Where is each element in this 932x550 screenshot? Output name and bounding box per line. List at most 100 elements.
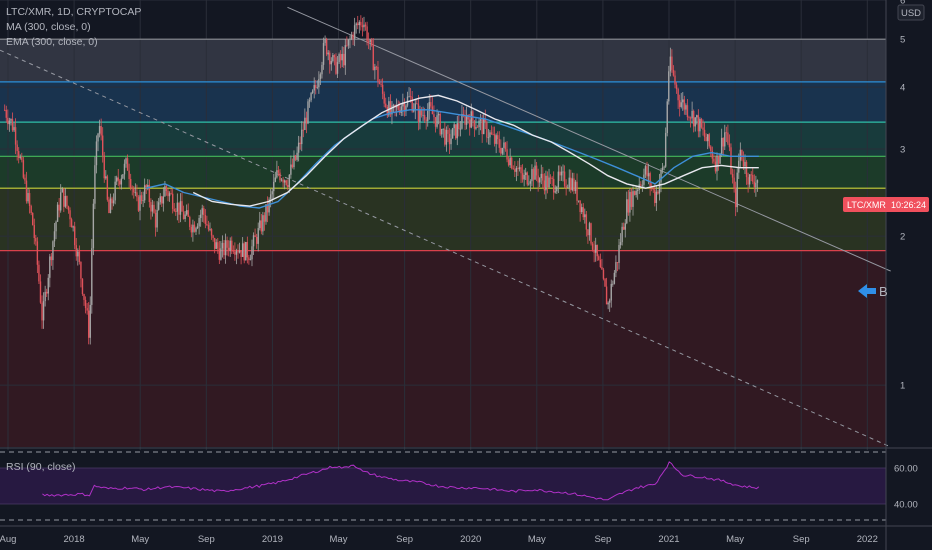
x-tick-label-10: 2021	[658, 534, 679, 545]
candle-body	[195, 228, 197, 232]
candle-body	[521, 173, 524, 180]
candle-body	[566, 187, 569, 189]
legend-symbol: LTC/XMR, 1D, CRYPTOCAP	[6, 6, 141, 18]
candle-body	[353, 25, 356, 39]
candle-body	[89, 304, 91, 338]
candle-body	[719, 153, 721, 164]
y-tick-label-2: 3	[900, 145, 905, 156]
candle-body	[285, 180, 287, 185]
candle-body	[747, 177, 749, 185]
candle-body	[647, 173, 650, 177]
candle-body	[730, 147, 732, 175]
candle-body	[189, 216, 191, 227]
candle-body	[598, 256, 600, 260]
candle-body	[703, 129, 706, 138]
legend-ma: MA (300, close, 0)	[6, 21, 91, 33]
candle-body	[161, 196, 163, 204]
candle-body	[94, 165, 96, 204]
candle-body	[11, 118, 14, 131]
candle-body	[319, 74, 322, 79]
candle-body	[652, 187, 654, 190]
candle-body	[246, 242, 249, 258]
candle-body	[511, 157, 513, 169]
candle-body	[349, 38, 351, 40]
candle-body	[532, 169, 535, 180]
candle-body	[428, 102, 430, 111]
candle-body	[495, 135, 497, 144]
candle-body	[507, 159, 510, 166]
candle-body	[73, 226, 76, 246]
candle-body	[126, 158, 129, 171]
candle-body	[357, 23, 359, 26]
candle-body	[706, 134, 709, 142]
candle-body	[27, 193, 29, 202]
candle-body	[504, 142, 507, 150]
candle-body	[265, 204, 267, 222]
candle-body	[167, 190, 169, 197]
candle-body	[616, 262, 619, 263]
candle-body	[19, 157, 21, 158]
candle-body	[268, 199, 270, 213]
candle-body	[224, 240, 227, 256]
grid-lines	[0, 0, 886, 522]
candle-body	[722, 137, 724, 147]
candle-body	[599, 259, 602, 268]
candle-body	[64, 195, 67, 207]
rsi-panel	[0, 447, 932, 522]
candle-body	[32, 212, 34, 226]
candle-body	[49, 256, 51, 278]
candle-body	[635, 190, 637, 195]
x-tick-label-3: Sep	[198, 534, 215, 545]
candle-body	[528, 183, 530, 185]
candle-body	[30, 206, 32, 213]
candle-body	[462, 113, 465, 116]
candle-body	[697, 115, 700, 132]
candle-body	[663, 166, 665, 168]
candle-body	[70, 219, 73, 228]
candle-body	[386, 106, 388, 116]
currency-badge[interactable]	[897, 4, 925, 21]
candle-body	[66, 195, 68, 207]
candle-body	[461, 113, 463, 129]
candles	[4, 15, 759, 345]
candle-body	[381, 84, 384, 94]
candle-body	[574, 181, 577, 192]
candle-body	[633, 191, 636, 195]
candle-body	[91, 248, 93, 305]
candle-body	[98, 126, 101, 134]
x-tick-label-1: 2018	[64, 534, 85, 545]
candle-body	[226, 240, 228, 248]
candle-body	[336, 62, 339, 74]
rsi-line	[42, 461, 760, 501]
candle-body	[134, 192, 137, 194]
candle-body	[543, 180, 546, 191]
candle-body	[260, 220, 263, 232]
candle-body	[231, 240, 233, 251]
candle-body	[358, 21, 361, 26]
candle-body	[612, 283, 614, 285]
candle-body	[77, 251, 79, 257]
candle-body	[175, 211, 177, 212]
x-tick-label-12: Sep	[793, 534, 810, 545]
candle-body	[607, 302, 609, 305]
candle-body	[271, 191, 273, 195]
moving-averages	[145, 94, 759, 209]
candle-body	[185, 210, 188, 215]
candle-body	[259, 220, 261, 229]
candle-body	[374, 66, 376, 71]
y-tick-label-5: 6	[900, 0, 905, 7]
candle-body	[81, 278, 84, 295]
candle-body	[159, 196, 161, 203]
candle-body	[243, 243, 245, 261]
candle-body	[748, 174, 751, 185]
candle-body	[44, 291, 46, 302]
legend-ema: EMA (300, close, 0)	[6, 36, 98, 48]
candle-body	[61, 188, 63, 193]
candle-body	[173, 208, 175, 212]
candle-body	[591, 243, 594, 250]
level-band-1	[0, 81, 886, 123]
candle-body	[649, 173, 651, 186]
candle-body	[596, 244, 598, 257]
